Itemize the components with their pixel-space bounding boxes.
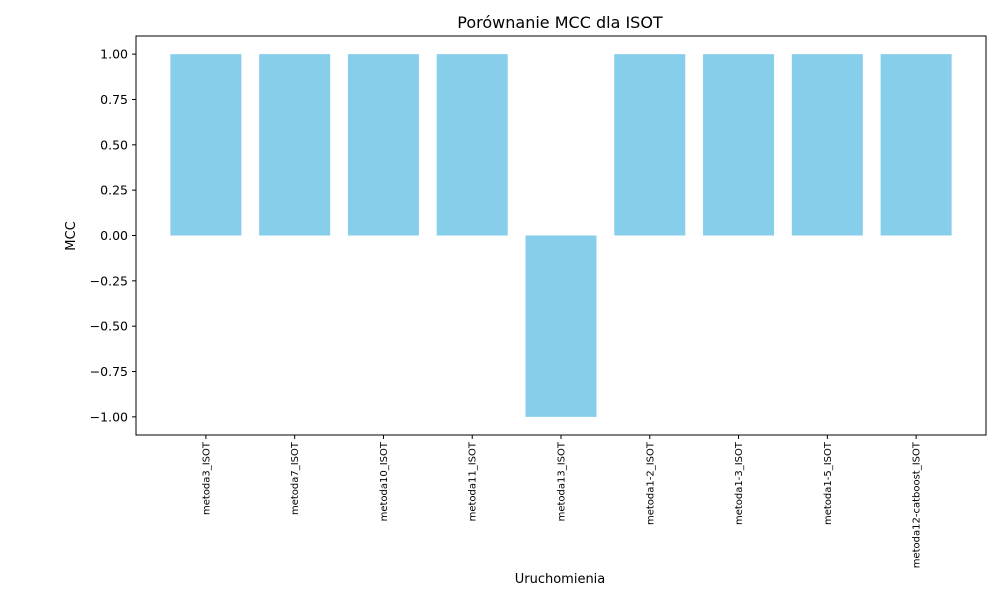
x-tick-label: metoda11_ISOT: [468, 441, 479, 521]
y-tick-label: 0.25: [100, 183, 128, 198]
bar: [703, 54, 775, 236]
bar: [791, 54, 863, 236]
bar: [436, 54, 508, 236]
y-axis: 1.00 0.75 0.50 0.25 0.00 −0.25 −0.50 −0.75 −1.00: [90, 47, 136, 424]
y-tick-label: 1.00: [100, 47, 128, 62]
x-tick-label: metoda1-2_ISOT: [645, 441, 656, 525]
x-axis: metoda3_ISOT metoda7_ISOT metoda10_ISOT met…: [201, 435, 923, 568]
x-tick-label: metoda7_ISOT: [290, 441, 301, 515]
bar: [259, 54, 331, 236]
y-tick-label: −1.00: [90, 409, 128, 424]
bar: [347, 54, 419, 236]
chart-title: Porównanie MCC dla ISOT: [457, 13, 663, 32]
y-tick-label: 0.75: [100, 92, 128, 107]
y-tick-label: −0.50: [90, 319, 128, 334]
x-axis-label: Uruchomienia: [515, 572, 606, 587]
y-tick-label: −0.25: [90, 273, 128, 288]
y-tick-label: 0.00: [100, 228, 128, 243]
bar: [170, 54, 242, 236]
y-tick-label: −0.75: [90, 364, 128, 379]
plot-area: [135, 35, 987, 436]
x-tick-label: metoda1-5_ISOT: [823, 441, 834, 525]
y-tick-label: 0.50: [100, 137, 128, 152]
bar: [614, 54, 686, 236]
y-axis-label: MCC: [64, 221, 79, 250]
x-tick-label: metoda13_ISOT: [557, 441, 568, 521]
x-tick-label: metoda10_ISOT: [379, 441, 390, 521]
x-tick-label: metoda3_ISOT: [201, 441, 212, 515]
x-tick-label: metoda12-catboost_ISOT: [912, 441, 923, 568]
x-tick-label: metoda1-3_ISOT: [734, 441, 745, 525]
bar: [525, 235, 597, 417]
bar: [880, 54, 952, 236]
